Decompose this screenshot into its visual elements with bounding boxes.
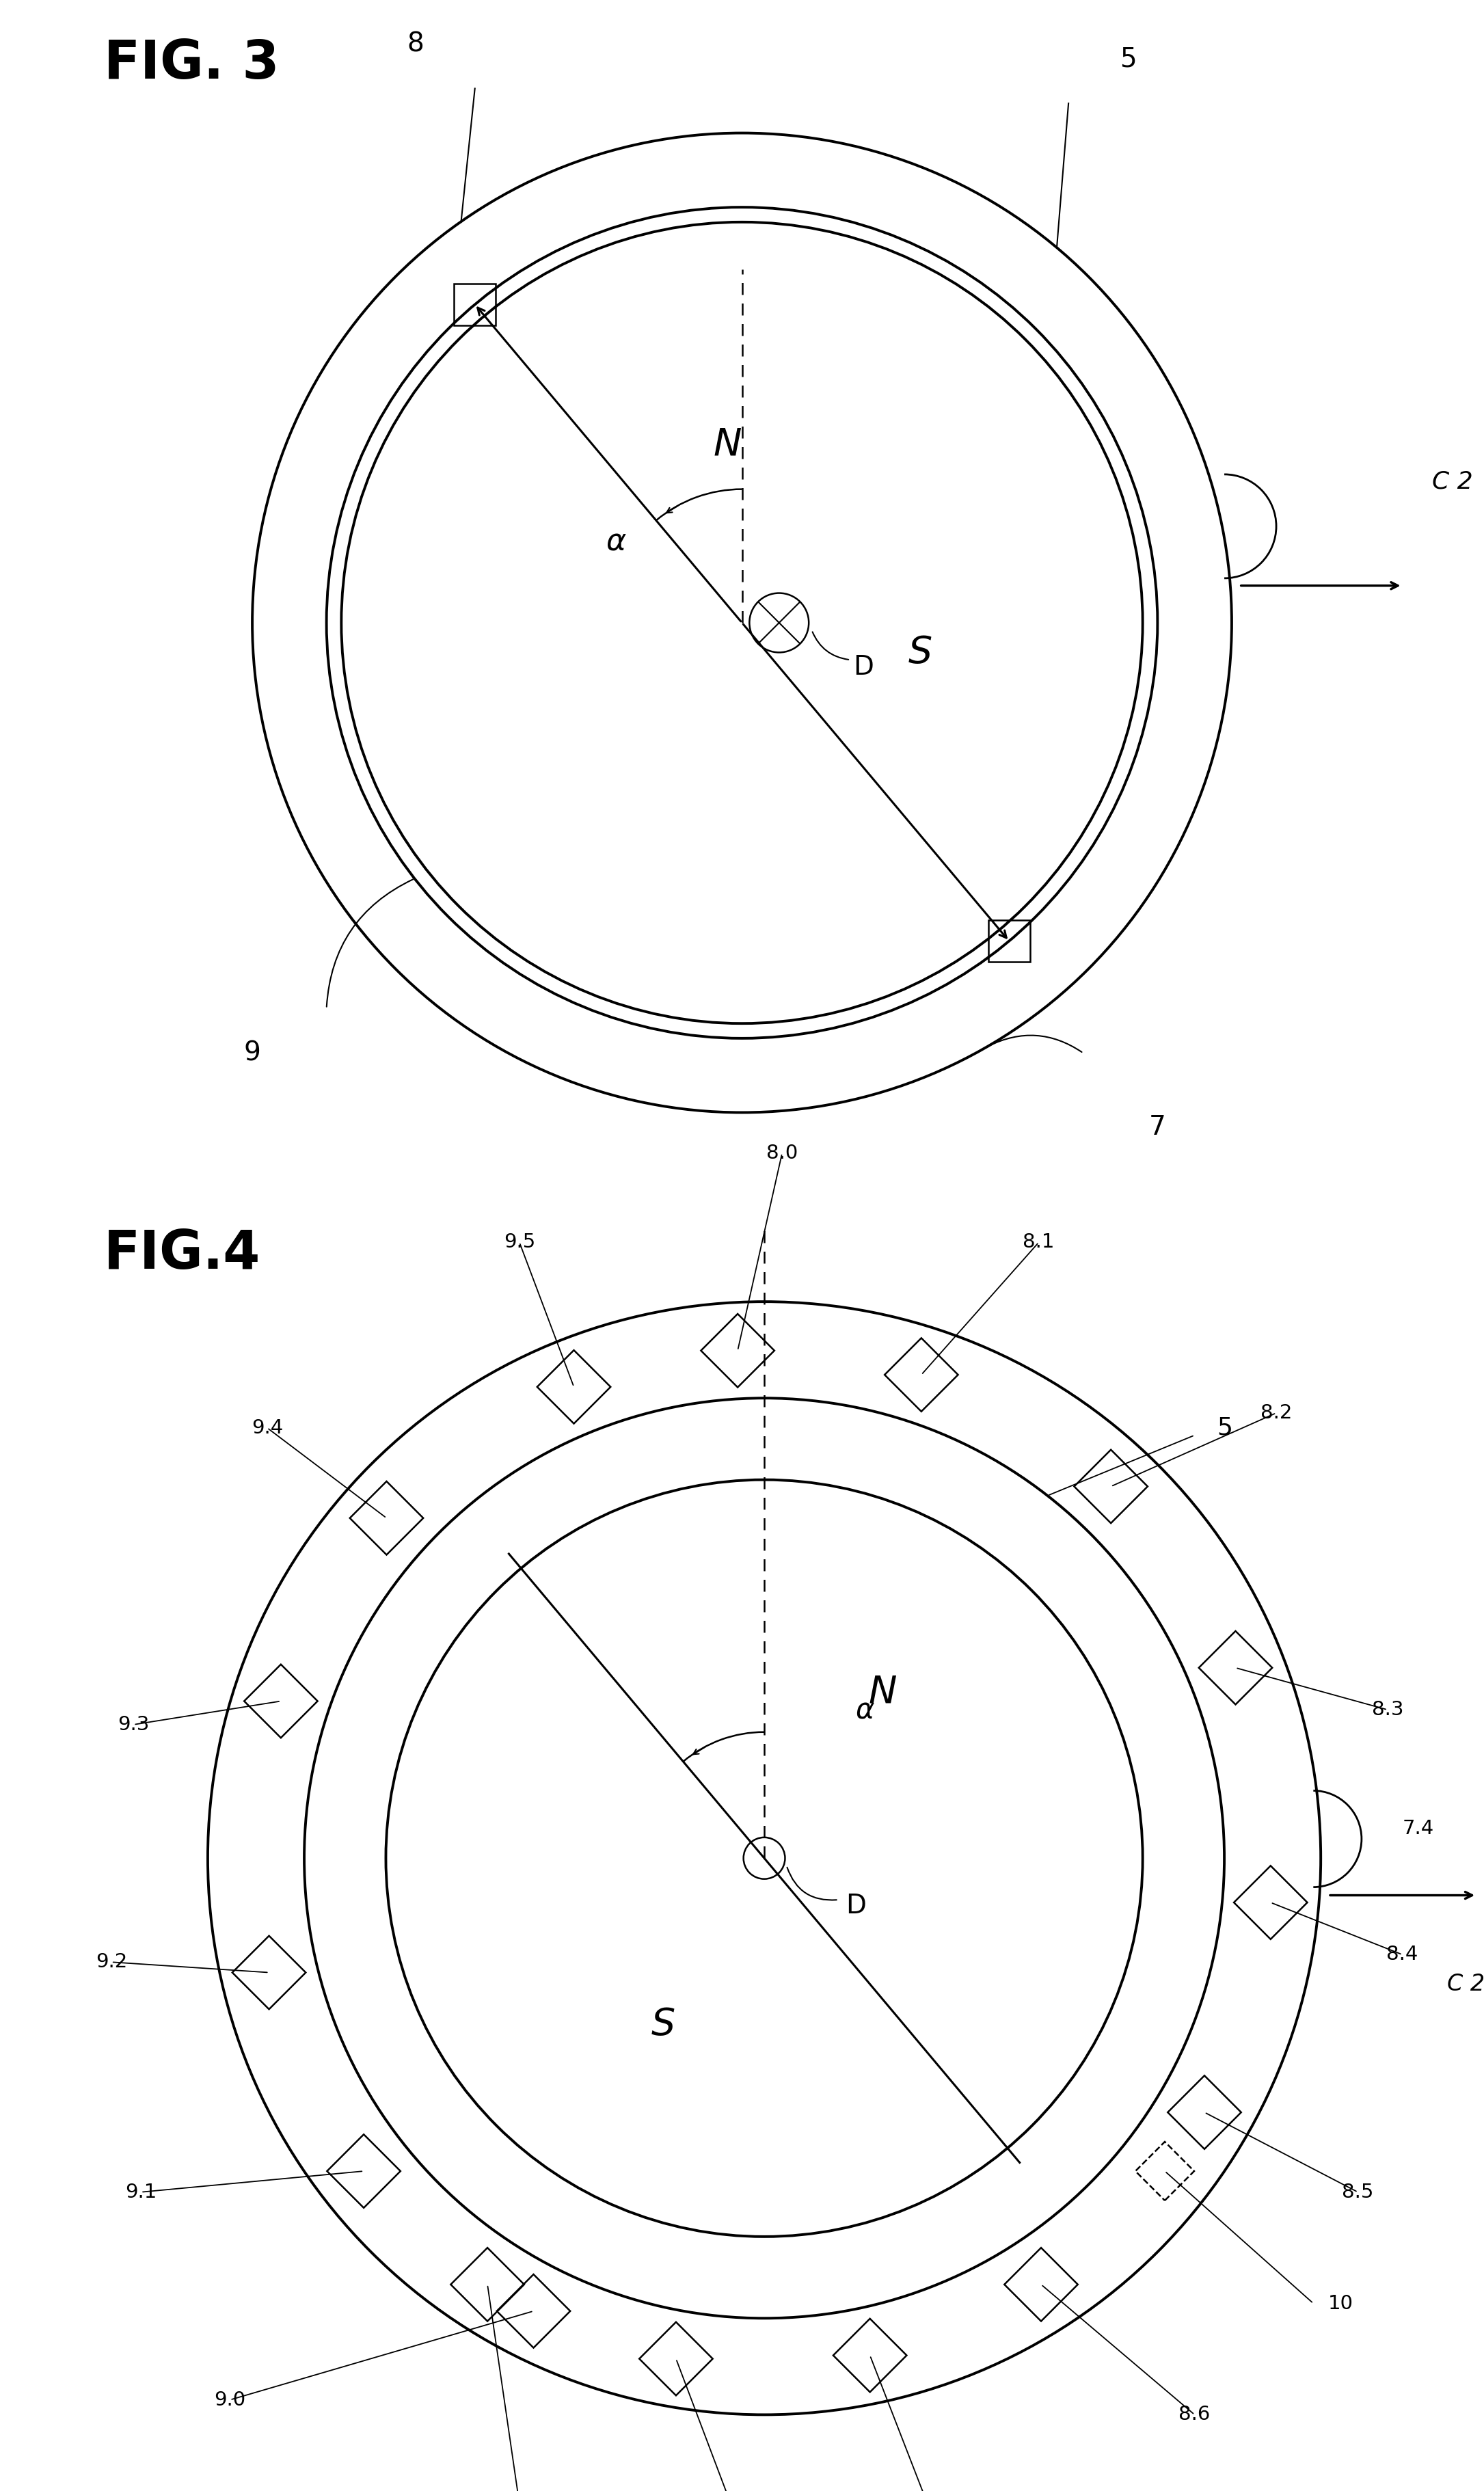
Text: 9.1: 9.1: [125, 2182, 157, 2202]
Text: 8: 8: [407, 30, 424, 57]
Text: 8.0: 8.0: [766, 1143, 798, 1163]
Text: 9.2: 9.2: [95, 1953, 128, 1973]
Text: 7.4: 7.4: [1402, 1818, 1434, 1838]
Text: $\alpha$: $\alpha$: [855, 1696, 876, 1724]
Text: 7: 7: [1149, 1113, 1166, 1141]
Text: C 2: C 2: [1432, 471, 1474, 493]
Text: 5: 5: [1217, 1417, 1233, 1440]
Text: D: D: [853, 655, 874, 680]
Text: D: D: [846, 1893, 867, 1918]
Text: 10: 10: [1328, 2294, 1353, 2314]
Text: 8.5: 8.5: [1342, 2182, 1374, 2202]
Text: 9.3: 9.3: [117, 1714, 150, 1734]
Text: 9: 9: [243, 1041, 261, 1066]
Text: 9.4: 9.4: [251, 1417, 283, 1437]
Text: 8.1: 8.1: [1022, 1233, 1055, 1253]
Text: 8.2: 8.2: [1260, 1402, 1293, 1422]
Text: 8.3: 8.3: [1371, 1701, 1404, 1719]
Text: N: N: [868, 1674, 896, 1709]
Text: FIG. 3: FIG. 3: [104, 37, 279, 90]
Text: S: S: [651, 2008, 675, 2043]
Text: 5: 5: [1119, 45, 1137, 72]
Text: C 2: C 2: [1447, 1973, 1484, 1995]
Text: 9.0: 9.0: [214, 2391, 246, 2409]
Text: $\alpha$: $\alpha$: [605, 526, 626, 555]
Text: FIG.4: FIG.4: [104, 1228, 261, 1280]
Text: 8.6: 8.6: [1178, 2406, 1211, 2424]
Text: N: N: [712, 426, 742, 463]
Text: 8.4: 8.4: [1386, 1945, 1419, 1965]
Text: 9.5: 9.5: [503, 1233, 536, 1253]
Text: S: S: [908, 635, 932, 670]
